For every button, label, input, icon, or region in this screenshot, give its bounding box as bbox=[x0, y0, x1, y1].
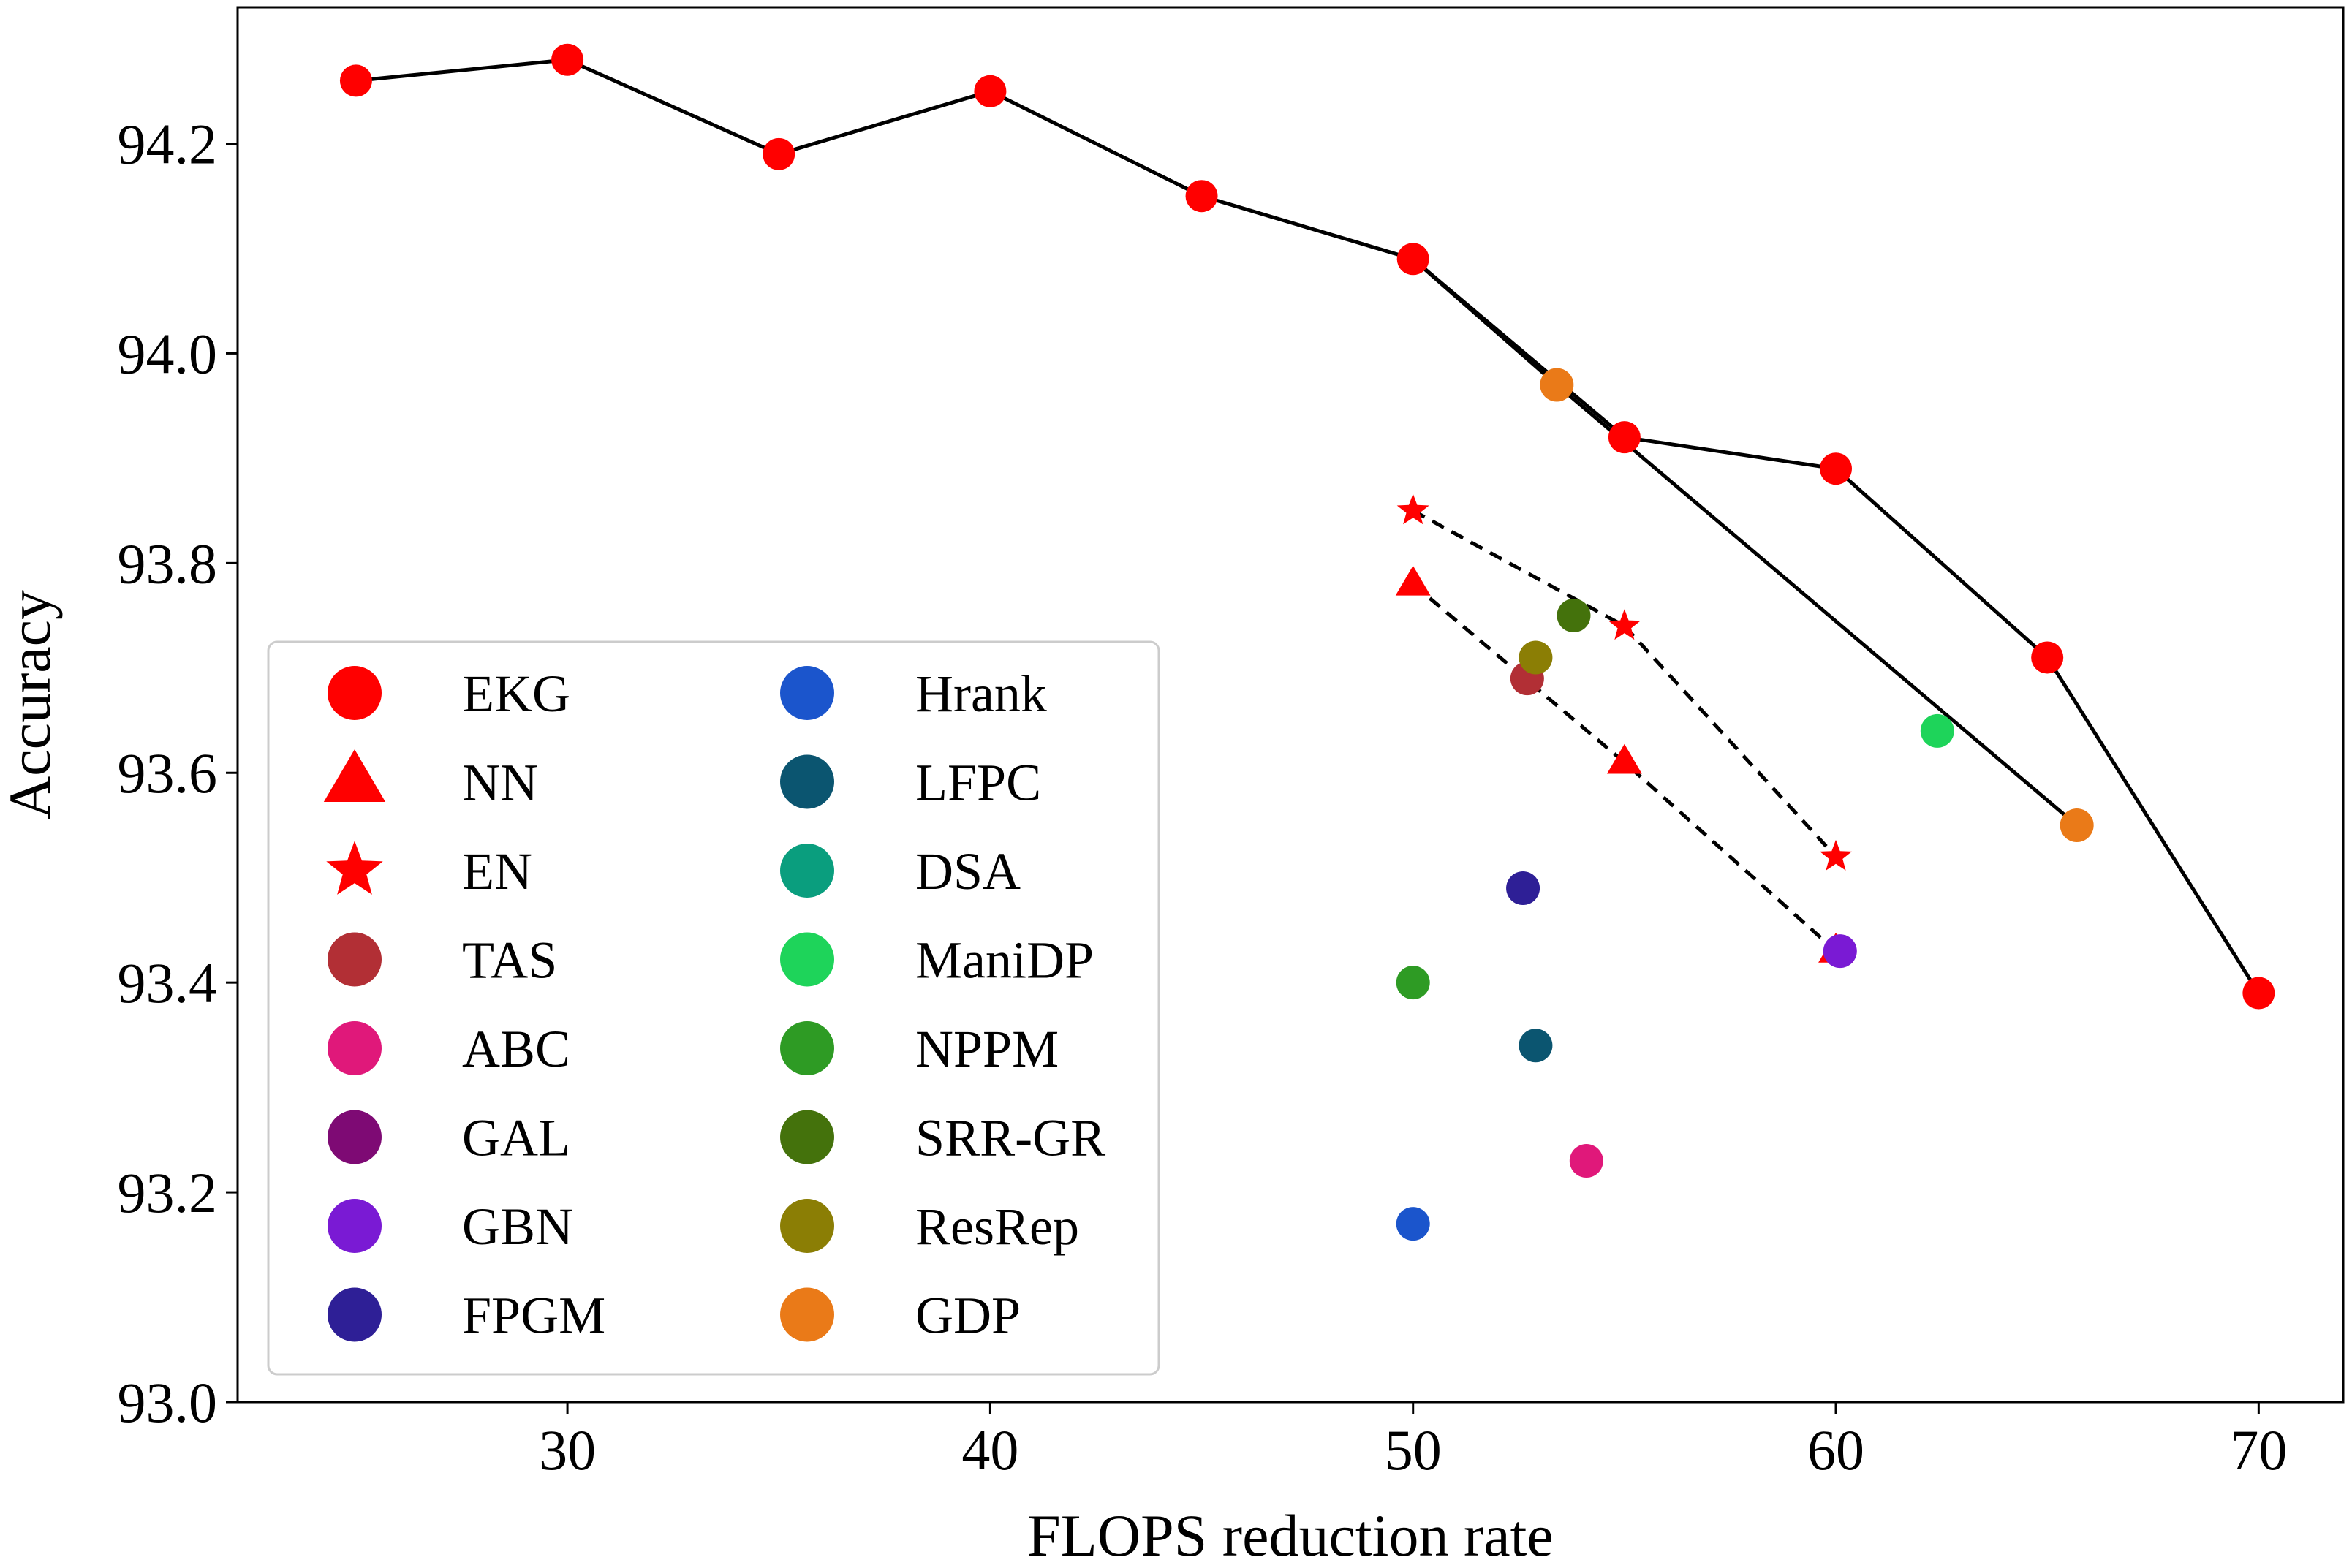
point-ekg-9 bbox=[2242, 977, 2275, 1010]
legend-marker-hrank bbox=[780, 666, 834, 720]
y-tick-label-6: 94.2 bbox=[118, 112, 218, 175]
point-resrep-0 bbox=[1519, 640, 1553, 675]
y-tick-label-3: 93.6 bbox=[118, 741, 218, 805]
legend-label-ekg: EKG bbox=[462, 664, 570, 723]
point-en-0 bbox=[1396, 493, 1429, 525]
point-ekg-1 bbox=[551, 43, 584, 76]
point-abc-0 bbox=[1569, 1144, 1603, 1178]
legend-item-nn: NN bbox=[323, 749, 538, 812]
legend-item-srr-gr: SRR-GR bbox=[780, 1109, 1105, 1167]
point-ekg-5 bbox=[1396, 243, 1429, 276]
line-en bbox=[1412, 509, 1837, 858]
y-axis-title: Accuracy bbox=[0, 590, 63, 819]
y-tick-label-1: 93.2 bbox=[118, 1161, 218, 1224]
legend-marker-tas bbox=[328, 932, 382, 987]
x-tick-label-70: 70 bbox=[2230, 1418, 2287, 1482]
legend-item-abc: ABC bbox=[328, 1020, 570, 1078]
legend-label-fpgm: FPGM bbox=[462, 1287, 605, 1345]
legend-item-resrep: ResRep bbox=[780, 1197, 1079, 1256]
point-srr-gr-0 bbox=[1557, 599, 1591, 633]
y-tick-label-4: 93.8 bbox=[118, 531, 218, 595]
y-tick-label-0: 93.0 bbox=[118, 1371, 218, 1434]
legend-label-nppm: NPPM bbox=[915, 1020, 1059, 1078]
legend-label-tas: TAS bbox=[462, 931, 557, 990]
legend-marker-ekg bbox=[328, 666, 382, 720]
legend-item-hrank: Hrank bbox=[780, 664, 1047, 723]
legend-label-en: EN bbox=[462, 842, 532, 901]
x-axis-title: FLOPS reduction rate bbox=[1027, 1502, 1554, 1568]
x-tick-label-40: 40 bbox=[961, 1418, 1018, 1482]
legend-label-manidp: ManiDP bbox=[915, 931, 1094, 990]
legend-marker-gbn bbox=[328, 1199, 382, 1253]
legend-item-tas: TAS bbox=[328, 931, 557, 990]
point-gdp-1 bbox=[2060, 808, 2094, 842]
y-axis: 93.0 93.2 93.4 93.6 93.8 94.0 94.2 bbox=[118, 112, 238, 1434]
legend-label-gal: GAL bbox=[462, 1109, 570, 1167]
point-gbn-0 bbox=[1823, 934, 1857, 969]
legend-item-gdp: GDP bbox=[780, 1287, 1021, 1345]
plot-frame bbox=[236, 6, 2345, 1404]
line-gdp-trend bbox=[1412, 257, 2079, 827]
legend-item-ekg: EKG bbox=[328, 664, 570, 723]
point-ekg-2 bbox=[763, 137, 795, 170]
point-ekg-0 bbox=[339, 64, 372, 97]
y-tick-label-2: 93.4 bbox=[118, 951, 218, 1015]
line-ekg bbox=[355, 58, 2261, 994]
legend-item-en: EN bbox=[326, 841, 532, 901]
legend-marker-resrep bbox=[780, 1199, 834, 1253]
point-en-2 bbox=[1820, 839, 1852, 871]
point-ekg-4 bbox=[1185, 180, 1218, 213]
point-nppm-0 bbox=[1396, 966, 1430, 1000]
x-tick-label-30: 30 bbox=[539, 1418, 596, 1482]
legend-label-lfpc: LFPC bbox=[915, 754, 1041, 812]
x-tick-label-50: 50 bbox=[1385, 1418, 1442, 1482]
legend-label-resrep: ResRep bbox=[915, 1197, 1079, 1256]
legend-marker-nppm bbox=[780, 1021, 834, 1075]
legend-label-srr-gr: SRR-GR bbox=[915, 1109, 1105, 1167]
legend-label-gbn: GBN bbox=[462, 1197, 573, 1256]
x-tick-label-60: 60 bbox=[1807, 1418, 1864, 1482]
legend-marker-dsa bbox=[780, 844, 834, 898]
point-ekg-6 bbox=[1608, 421, 1641, 454]
legend-marker-gdp bbox=[780, 1287, 834, 1342]
legend-marker-fpgm bbox=[328, 1287, 382, 1342]
legend-label-dsa: DSA bbox=[915, 842, 1021, 901]
point-nn-1 bbox=[1606, 743, 1642, 774]
x-axis: 30 40 50 60 70 bbox=[539, 1402, 2287, 1482]
data-points bbox=[339, 43, 2275, 1241]
point-nn-0 bbox=[1395, 565, 1431, 596]
point-ekg-7 bbox=[1820, 452, 1853, 485]
legend-item-nppm: NPPM bbox=[780, 1020, 1059, 1078]
legend-label-nn: NN bbox=[462, 754, 538, 812]
legend-marker-nn bbox=[323, 749, 386, 803]
legend-marker-en bbox=[326, 841, 383, 895]
legend-item-lfpc: LFPC bbox=[780, 754, 1041, 812]
legend-item-fpgm: FPGM bbox=[328, 1287, 605, 1345]
point-en-1 bbox=[1608, 609, 1641, 640]
legend-marker-lfpc bbox=[780, 754, 834, 809]
legend-item-gal: GAL bbox=[328, 1109, 570, 1167]
point-manidp-0 bbox=[1920, 713, 1954, 748]
point-fpgm-0 bbox=[1506, 871, 1540, 906]
point-ekg-8 bbox=[2031, 641, 2064, 674]
legend-item-gbn: GBN bbox=[328, 1197, 573, 1256]
legend-marker-srr-gr bbox=[780, 1110, 834, 1164]
legend: EKG NN EN TAS ABC GAL GBN FPGM Hrank LFPC DSA ManiD… bbox=[267, 640, 1160, 1376]
line-nn bbox=[1412, 583, 1837, 952]
point-hrank-0 bbox=[1396, 1207, 1430, 1241]
legend-box bbox=[267, 640, 1160, 1376]
legend-label-gdp: GDP bbox=[915, 1287, 1021, 1345]
legend-item-dsa: DSA bbox=[780, 842, 1021, 901]
legend-label-hrank: Hrank bbox=[915, 664, 1047, 723]
legend-marker-gal bbox=[328, 1110, 382, 1164]
legend-item-manidp: ManiDP bbox=[780, 931, 1094, 990]
point-ekg-3 bbox=[974, 75, 1007, 107]
y-tick-label-5: 94.0 bbox=[118, 322, 218, 385]
legend-marker-abc bbox=[328, 1021, 382, 1075]
point-gdp-0 bbox=[1540, 368, 1574, 402]
legend-marker-manidp bbox=[780, 932, 834, 987]
legend-label-abc: ABC bbox=[462, 1020, 570, 1078]
point-lfpc-0 bbox=[1519, 1029, 1553, 1063]
